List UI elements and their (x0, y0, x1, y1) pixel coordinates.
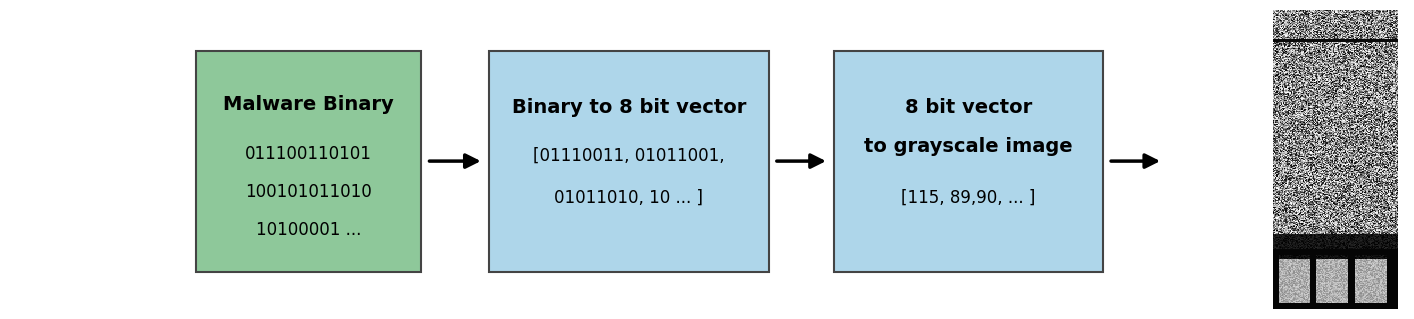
Text: 01011010, 10 ... ]: 01011010, 10 ... ] (554, 189, 703, 207)
Text: 100101011010: 100101011010 (246, 183, 372, 201)
Text: 011100110101: 011100110101 (246, 145, 372, 163)
FancyBboxPatch shape (489, 50, 769, 272)
Text: 10100001 ...: 10100001 ... (256, 221, 362, 239)
Text: Binary to 8 bit vector: Binary to 8 bit vector (512, 98, 747, 116)
Text: to grayscale image: to grayscale image (864, 137, 1073, 156)
FancyBboxPatch shape (197, 50, 421, 272)
Text: 8 bit vector: 8 bit vector (905, 98, 1032, 116)
Text: Malware Binary: Malware Binary (223, 95, 395, 114)
Text: [115, 89,90, ... ]: [115, 89,90, ... ] (901, 189, 1035, 207)
FancyBboxPatch shape (834, 50, 1103, 272)
Text: [01110011, 01011001,: [01110011, 01011001, (533, 147, 724, 165)
